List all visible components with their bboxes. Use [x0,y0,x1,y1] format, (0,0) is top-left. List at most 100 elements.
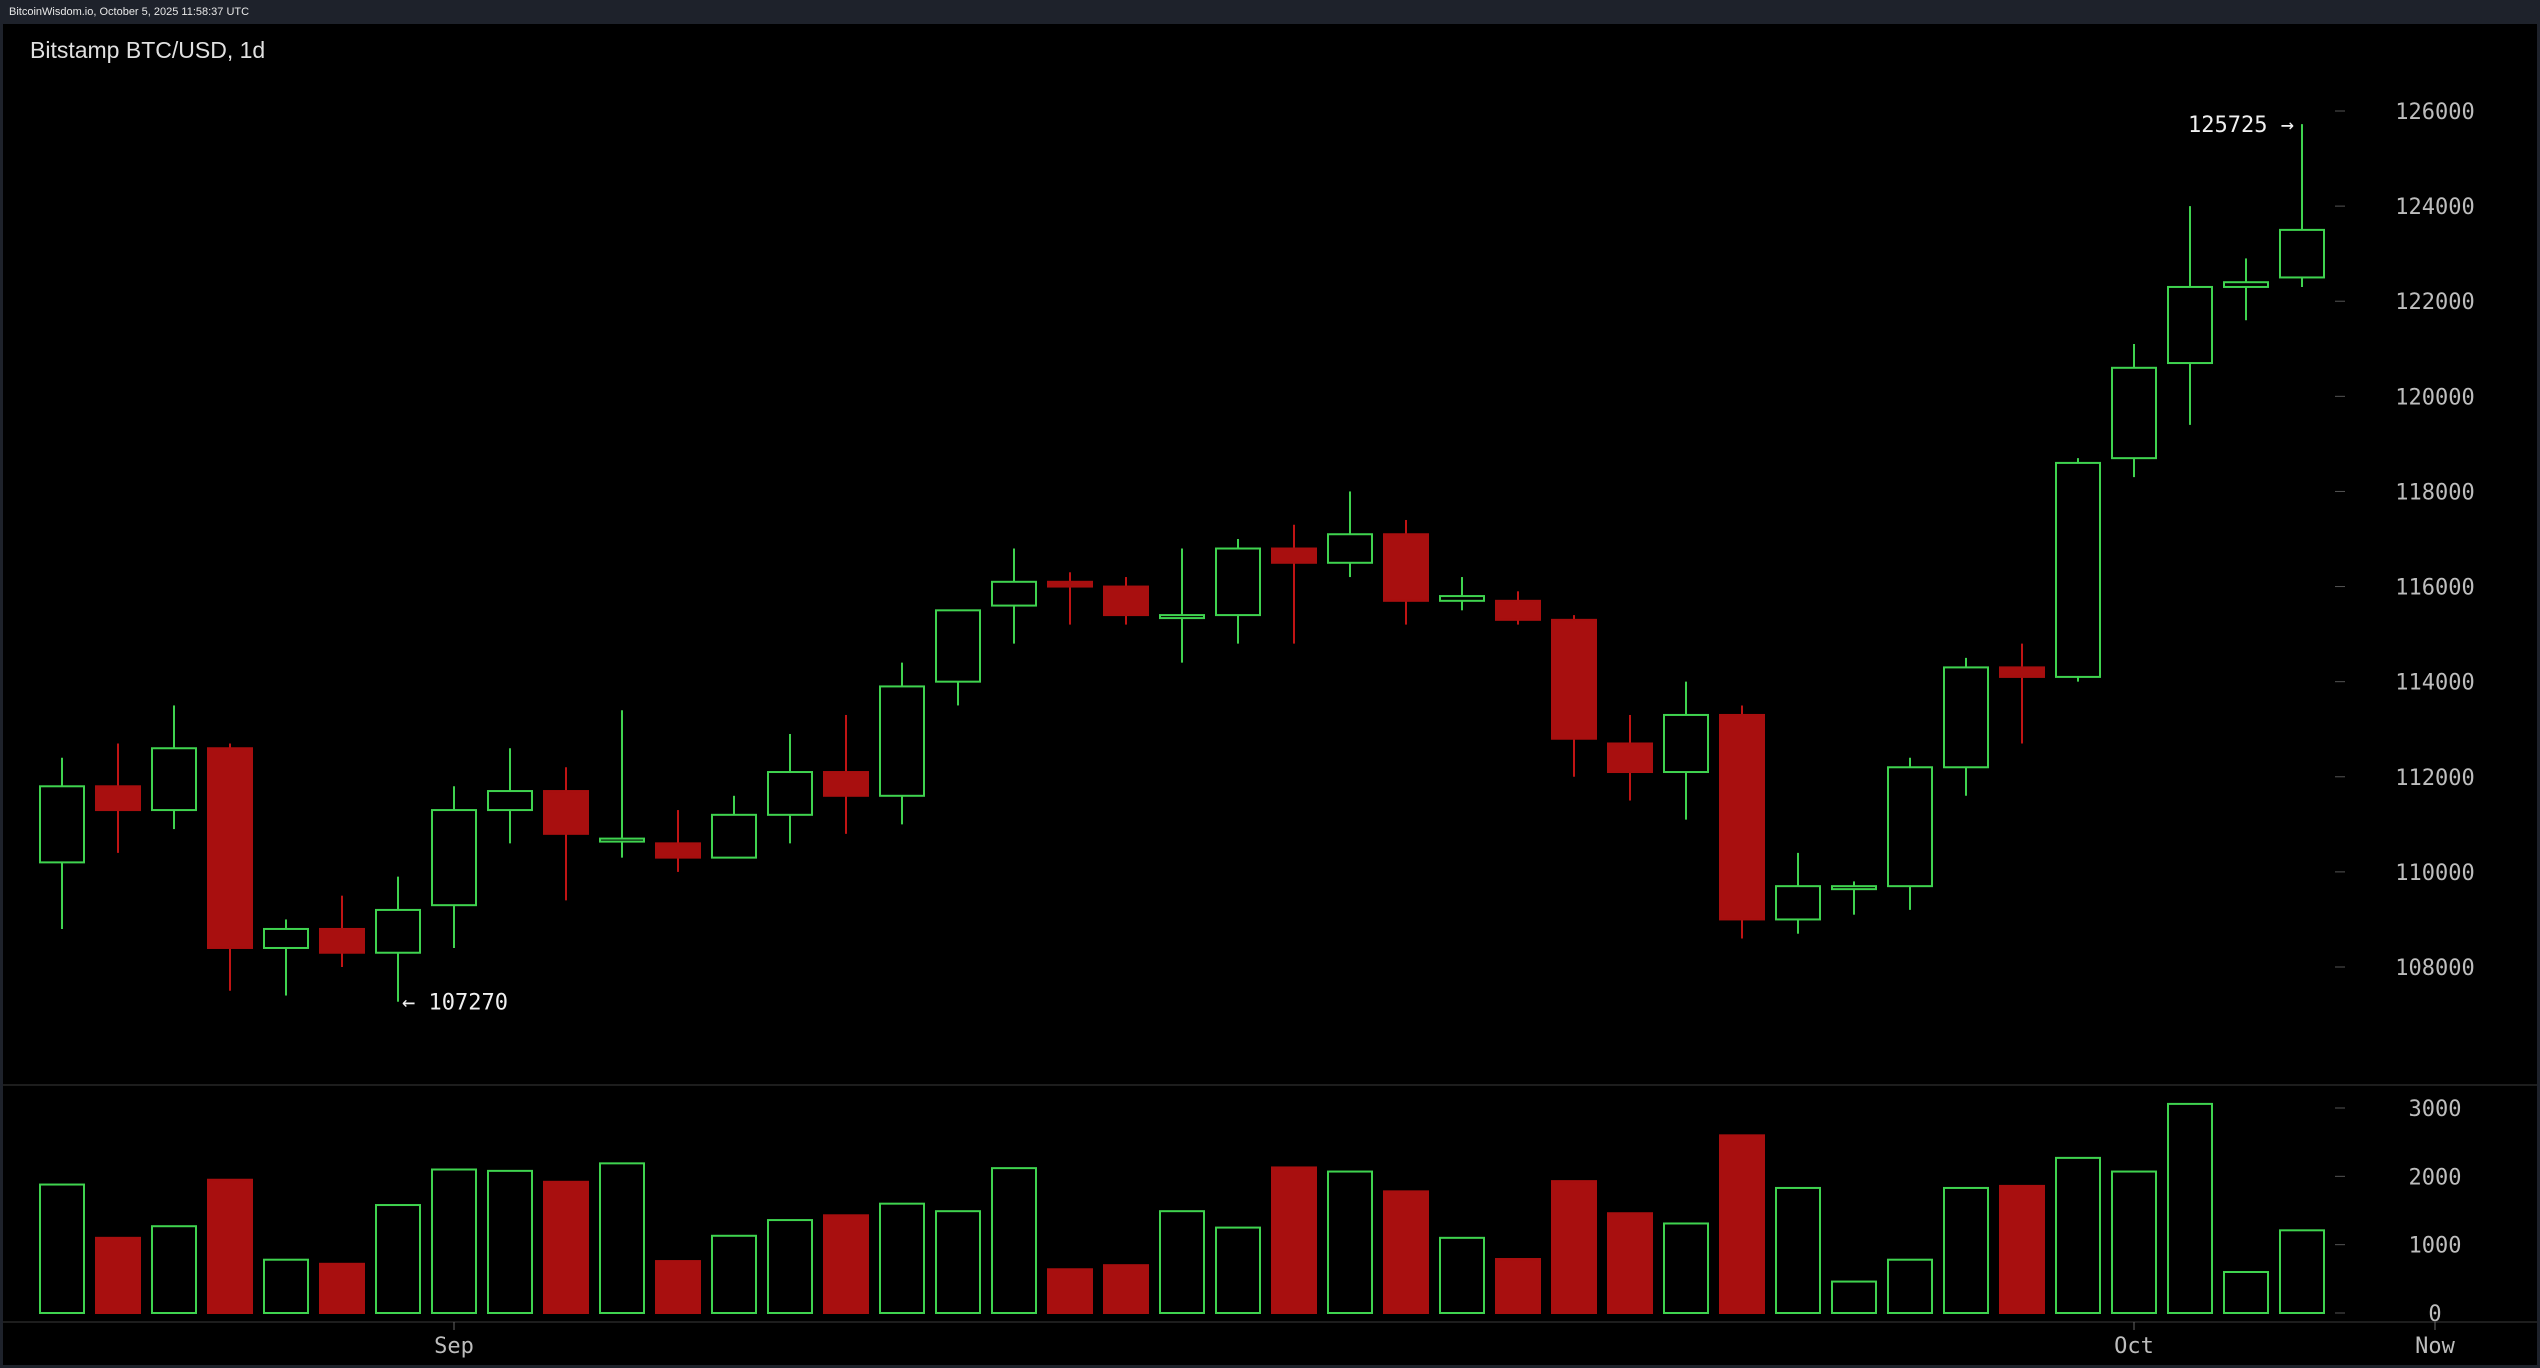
candle-body [151,747,197,812]
candle-body [319,927,365,954]
candle-body [1215,547,1261,617]
volume-bar [1103,1264,1149,1314]
candle [1607,714,1653,801]
volume-bar [1831,1280,1877,1314]
volume-bar [375,1204,421,1314]
volume-bar [1159,1210,1205,1315]
candle-body [655,842,701,859]
volume-bar [543,1180,589,1315]
candle [375,876,421,1002]
volume-tick-label: 0 [2428,1302,2441,1327]
volume-bar [1999,1184,2045,1315]
volume-axis: 3000 2000 1000 0 [2335,1097,2461,1327]
y-tick-label: 126000 [2395,100,2474,125]
candle [1719,705,1765,939]
volume-bar [1439,1236,1485,1315]
candle-body [2167,285,2213,365]
candle [655,810,701,872]
candle-body [1383,533,1429,602]
volume-bar [2167,1102,2213,1315]
candle [767,733,813,844]
volume-bar [1887,1258,1933,1314]
candle-body [207,747,253,949]
candle [711,795,757,859]
y-tick-label: 114000 [2395,671,2474,696]
high-annotation: 125725 → [2188,113,2294,138]
candle [1047,572,1093,625]
volume-bar [1047,1268,1093,1315]
volume-bar [1607,1212,1653,1314]
candle [1159,548,1205,663]
candle-body [1719,713,1765,921]
candle [879,662,925,825]
volume-bar [935,1210,981,1315]
candle-body [879,685,925,797]
volume-bar [1495,1258,1541,1315]
candle [487,748,533,844]
y-tick-label: 120000 [2395,385,2474,410]
candle [319,895,365,967]
volume-bar [1327,1170,1373,1315]
candle [1327,491,1373,578]
candle-body [991,580,1037,607]
candle-body [1327,533,1373,564]
volume-bar [767,1219,813,1314]
volume-bar [711,1234,757,1314]
candle [263,919,309,996]
candle [2111,344,2157,478]
candle [991,548,1037,644]
volume-bar [1383,1190,1429,1315]
low-annotation: ← 107270 [402,991,508,1016]
y-tick-label: 108000 [2395,956,2474,981]
volume-bar [879,1202,925,1314]
y-tick-label: 116000 [2395,576,2474,601]
volume-bar [2111,1170,2157,1315]
candle [1943,657,1989,796]
y-tick-label: 118000 [2395,480,2474,505]
volume-bar [2223,1271,2269,1314]
candle [1103,577,1149,625]
volume-tick-label: 1000 [2409,1234,2462,1259]
candle-body [39,785,85,864]
plot-background [3,24,2537,1365]
candle-body [431,809,477,907]
candle [151,705,197,830]
candle-body [1831,885,1877,891]
candlestick-series [39,124,2325,1002]
volume-bar [1215,1226,1261,1315]
candle-body [1047,580,1093,588]
candle [2167,206,2213,425]
candle [935,609,981,706]
candle [1775,852,1821,934]
volume-bar [823,1214,869,1314]
chart-title: Bitstamp BTC/USD, 1d [30,37,265,63]
candle-body [599,837,645,843]
candle [207,743,253,991]
candle [599,710,645,858]
volume-bar [39,1183,85,1314]
candle-body [1551,618,1597,740]
candle [1495,591,1541,625]
volume-bar [431,1168,477,1314]
volume-bar [319,1262,365,1315]
y-tick-label: 112000 [2395,766,2474,791]
candle-body [263,927,309,949]
candle-body [1103,585,1149,617]
candle [1831,881,1877,915]
candle [1999,643,2045,744]
candle-body [2223,281,2269,288]
candle [1271,524,1317,644]
volume-bar [207,1178,253,1314]
candle-body [1495,599,1541,621]
volume-bar [599,1162,645,1314]
annotations: 125725 → ← 107270 [402,113,2294,1016]
candle-body [1439,595,1485,602]
price-axis: 126000 124000 122000 120000 118000 116000 1140… [2335,100,2475,981]
volume-tick-label: 2000 [2409,1165,2462,1190]
candle-body [2279,228,2325,279]
candle-body [2055,461,2101,678]
volume-bar [1719,1134,1765,1315]
candle [1439,577,1485,611]
volume-bar [1271,1166,1317,1314]
